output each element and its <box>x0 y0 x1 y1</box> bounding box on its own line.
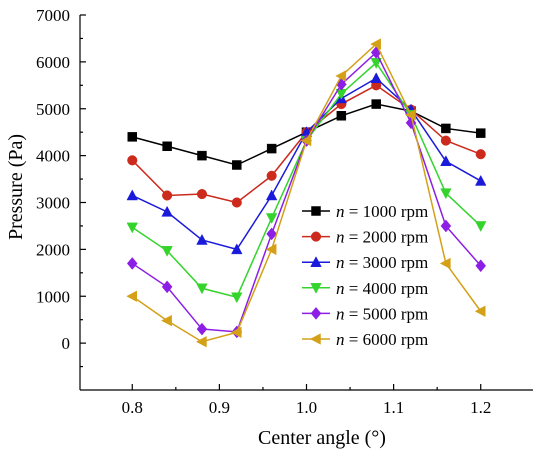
y-tick-label: 7000 <box>36 6 70 25</box>
legend-label: n = 3000 rpm <box>336 253 428 272</box>
legend-marker <box>310 256 322 267</box>
data-point <box>231 243 243 255</box>
data-point <box>475 174 487 186</box>
legend-label: n = 5000 rpm <box>336 304 428 323</box>
series-4 <box>126 58 487 304</box>
data-point <box>196 283 208 295</box>
x-tick-label: 1.1 <box>383 398 404 417</box>
y-axis-label: Pressure (Pa) <box>5 134 27 240</box>
data-point <box>441 123 451 134</box>
series-5 <box>126 46 487 339</box>
legend-item: n = 4000 rpm <box>302 279 428 298</box>
series-group <box>126 38 487 348</box>
data-point <box>475 221 487 232</box>
data-point <box>266 227 277 241</box>
data-point <box>336 111 347 121</box>
series-6 <box>126 38 486 348</box>
data-point <box>265 189 278 201</box>
data-point <box>196 189 208 200</box>
data-point <box>440 188 452 200</box>
data-point <box>161 246 173 257</box>
data-point <box>161 314 172 327</box>
y-tick-label: 0 <box>62 334 71 353</box>
data-point <box>266 143 277 154</box>
x-tick-label: 1.2 <box>470 398 491 417</box>
series-line <box>131 77 482 251</box>
data-point <box>230 326 242 339</box>
y-tick-label: 1000 <box>36 287 70 306</box>
data-point <box>440 219 452 233</box>
data-point <box>440 135 451 146</box>
y-tick-label: 2000 <box>36 240 70 259</box>
data-point <box>196 233 208 245</box>
data-point <box>475 149 486 160</box>
data-point <box>127 155 138 166</box>
data-point <box>161 280 173 294</box>
y-tick-label: 3000 <box>36 194 70 213</box>
legend-label: n = 2000 rpm <box>336 228 428 247</box>
legend-label: n = 6000 rpm <box>336 330 428 349</box>
x-tick-label: 0.9 <box>209 398 230 417</box>
axes: 0 1000 2000 3000 4000 5000 6000 7000 0.8 0.9 1.0 1.… <box>36 6 533 417</box>
data-point <box>475 259 487 273</box>
data-point <box>161 205 173 217</box>
y-tick-label: 6000 <box>36 53 70 72</box>
data-point <box>162 190 173 201</box>
data-point <box>265 243 277 256</box>
legend-item: n = 1000 rpm <box>302 202 428 221</box>
x-tick-label: 1.0 <box>296 398 317 417</box>
data-point <box>162 141 172 151</box>
legend-marker <box>310 307 322 320</box>
data-point <box>474 305 486 317</box>
data-point <box>196 322 208 336</box>
legend-marker <box>310 231 322 242</box>
legend-marker <box>310 283 322 294</box>
series-line <box>131 42 482 343</box>
data-point <box>371 99 381 109</box>
x-axis-label: Center angle (°) <box>258 427 386 449</box>
data-point <box>126 257 138 270</box>
data-point <box>232 160 242 170</box>
data-point <box>127 132 138 142</box>
data-point <box>126 189 138 201</box>
data-point <box>370 72 382 84</box>
x-tick-label: 0.8 <box>122 398 143 417</box>
legend-item: n = 3000 rpm <box>302 253 428 272</box>
data-point <box>265 213 278 225</box>
data-point <box>370 38 381 50</box>
data-point <box>440 155 452 166</box>
legend-label: n = 1000 rpm <box>336 202 428 221</box>
legend-marker <box>309 333 321 345</box>
legend-item: n = 6000 rpm <box>302 330 428 349</box>
data-point <box>475 128 486 138</box>
data-point <box>231 292 243 304</box>
data-point <box>300 134 312 147</box>
data-point <box>126 290 138 302</box>
data-point <box>126 222 138 234</box>
legend-item: n = 5000 rpm <box>302 304 428 323</box>
legend-marker <box>311 206 321 216</box>
data-point <box>266 170 277 181</box>
data-point <box>231 197 242 208</box>
y-tick-label: 5000 <box>36 100 70 119</box>
data-point <box>195 336 207 348</box>
data-point <box>335 70 347 82</box>
y-tick-label: 4000 <box>36 147 70 166</box>
legend: n = 1000 rpm n = 2000 rpm n = 3000 rpm n = … <box>302 202 428 349</box>
data-point <box>405 109 416 121</box>
legend-label: n = 4000 rpm <box>336 279 428 298</box>
legend-item: n = 2000 rpm <box>302 228 428 247</box>
data-point <box>439 257 451 270</box>
data-point <box>197 150 207 161</box>
